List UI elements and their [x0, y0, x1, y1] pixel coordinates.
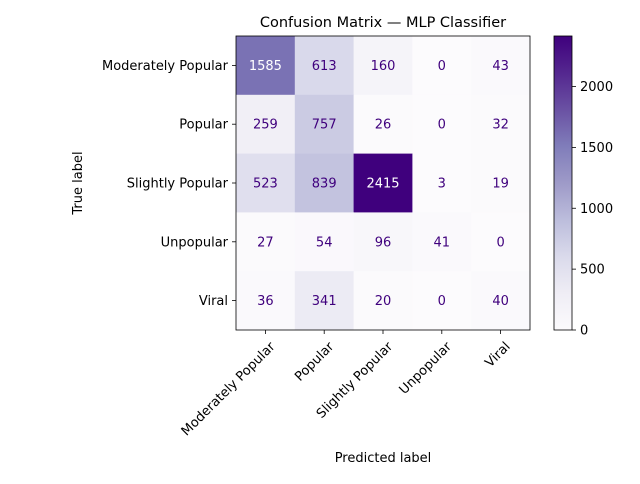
- cell-value-label: 523: [253, 177, 278, 192]
- y-tick-label: Popular: [179, 118, 228, 133]
- cell-value-label: 839: [312, 177, 337, 192]
- y-tick-label: Slightly Popular: [127, 177, 229, 192]
- heatmap-cell: [236, 36, 296, 96]
- colorbar-tick-label: 0: [580, 324, 588, 339]
- colorbar-ticks: 0 500 1000 1500 2000: [572, 80, 613, 339]
- cell-value-label: 19: [492, 177, 509, 192]
- colorbar-tick-label: 2000: [580, 80, 613, 95]
- cell-value-label: 36: [257, 294, 274, 309]
- heatmap-cell: [412, 94, 472, 154]
- x-tick-label: Moderately Popular: [179, 339, 279, 439]
- y-axis-label: True label: [71, 151, 86, 215]
- cell-value-label: 1585: [249, 59, 282, 74]
- heatmap-cell: [353, 212, 413, 272]
- cell-value-label: 160: [371, 59, 396, 74]
- heatmap-cell: [236, 94, 296, 154]
- heatmap-cell: [412, 212, 472, 272]
- heatmap-cell: [471, 212, 531, 272]
- cell-value-label: 341: [312, 294, 337, 309]
- x-tick-label: Unpopular: [397, 339, 456, 398]
- heatmap-cell: [471, 36, 531, 96]
- heatmap-cell: [471, 153, 531, 213]
- heatmap-cell: [412, 271, 472, 331]
- heatmap-cell: [353, 94, 413, 154]
- y-axis-ticks: Moderately Popular Popular Slightly Popula…: [102, 59, 236, 309]
- heatmap-cell: [412, 153, 472, 213]
- cell-value-label: 40: [492, 294, 509, 309]
- cell-value-label: 26: [375, 118, 392, 133]
- colorbar-gradient: [554, 36, 572, 330]
- x-tick-label: Viral: [482, 339, 513, 370]
- colorbar-frame: [553, 35, 573, 331]
- heatmap-cell: [294, 36, 354, 96]
- cell-value-labels: 1585 613 160 0 43 259 757 26 0 32 523 839 2415 3 19 27 5…: [249, 59, 509, 309]
- cell-value-label: 2415: [366, 177, 399, 192]
- cell-value-label: 96: [375, 235, 392, 250]
- cell-value-label: 259: [253, 118, 278, 133]
- cell-value-label: 41: [434, 235, 451, 250]
- colorbar-tick-label: 500: [580, 263, 605, 278]
- cell-value-label: 27: [257, 235, 274, 250]
- cell-value-label: 0: [438, 294, 446, 309]
- colorbar: 0 500 1000 1500 2000: [553, 35, 613, 339]
- cell-value-label: 0: [496, 235, 504, 250]
- heatmap-cell: [236, 271, 296, 331]
- heatmap-cell: [471, 94, 531, 154]
- y-tick-label: Unpopular: [161, 235, 229, 250]
- heatmap-cell: [294, 94, 354, 154]
- heatmap-cell: [471, 271, 531, 331]
- chart-title: Confusion Matrix — MLP Classifier: [260, 15, 506, 31]
- heatmap-cell: [353, 36, 413, 96]
- cell-value-label: 20: [375, 294, 392, 309]
- heatmap-cell: [294, 212, 354, 272]
- y-tick-label: Moderately Popular: [102, 59, 229, 74]
- x-tick-label: Popular: [292, 339, 338, 385]
- x-axis-label: Predicted label: [335, 451, 432, 466]
- cell-value-label: 0: [438, 118, 446, 133]
- cell-value-label: 3: [438, 177, 446, 192]
- colorbar-tick-label: 1500: [580, 141, 613, 156]
- heatmap-cell: [236, 212, 296, 272]
- cell-value-label: 757: [312, 118, 337, 133]
- heatmap-cell: [294, 153, 354, 213]
- heatmap-cell: [353, 153, 413, 213]
- cell-value-label: 43: [492, 59, 509, 74]
- cell-value-label: 32: [492, 118, 509, 133]
- heatmap-cell: [353, 271, 413, 331]
- heatmap-cell: [412, 36, 472, 96]
- y-tick-label: Viral: [199, 294, 228, 309]
- heatmap-cells: [236, 36, 531, 331]
- cell-value-label: 54: [316, 235, 333, 250]
- cell-value-label: 0: [438, 59, 446, 74]
- heatmap-cell: [294, 271, 354, 331]
- heatmap-cell: [236, 153, 296, 213]
- cell-value-label: 613: [312, 59, 337, 74]
- colorbar-tick-label: 1000: [580, 202, 613, 217]
